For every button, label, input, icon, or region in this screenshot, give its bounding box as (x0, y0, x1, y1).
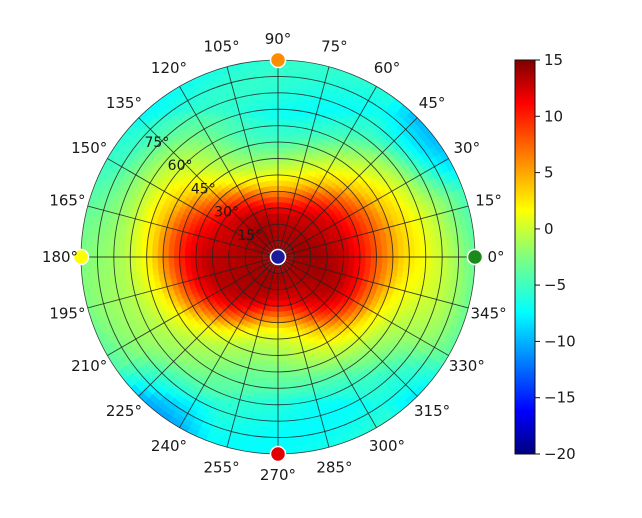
colorbar-tick-label: −5 (544, 276, 566, 294)
angular-tick-label: 285° (316, 459, 352, 477)
center-marker (271, 250, 286, 265)
colorbar: 15 10 5 0 −5 −10 −15 −20 (515, 51, 576, 463)
angular-tick-label: 15° (475, 192, 502, 210)
edge-marker (271, 53, 286, 68)
heatmap-cell (431, 256, 437, 267)
heatmap-cell (458, 256, 464, 268)
angular-tick-label: 60° (374, 59, 401, 77)
angular-tick-label: 240° (151, 437, 187, 455)
angular-tick-label: 255° (204, 459, 240, 477)
angular-tick-label: 345° (471, 304, 507, 322)
angular-tick-label: 120° (151, 59, 187, 77)
radial-tick-label: 45° (191, 181, 216, 197)
radial-tick-label: 15° (237, 228, 262, 244)
angular-tick-label: 90° (265, 30, 292, 48)
angular-tick-label: 150° (71, 139, 107, 157)
angular-tick-label: 165° (49, 192, 85, 210)
colorbar-gradient (515, 60, 535, 454)
angular-tick-label: 225° (106, 402, 142, 420)
radial-tick-label: 75° (144, 135, 169, 151)
angular-tick-label: 330° (449, 357, 485, 375)
angular-tick-label: 135° (106, 94, 142, 112)
heatmap-cell (447, 256, 454, 268)
angular-tick-label: 300° (369, 437, 405, 455)
heatmap-cell (442, 256, 448, 267)
angular-tick-label: 105° (204, 37, 240, 55)
colorbar-tick-label: −20 (544, 445, 576, 463)
angular-tick-label: 315° (414, 402, 450, 420)
angular-tick-label: 195° (49, 304, 85, 322)
radial-tick-label: 60° (168, 158, 193, 174)
angular-tick-label: 30° (454, 139, 481, 157)
edge-marker (271, 447, 286, 462)
angular-tick-label: 210° (71, 357, 107, 375)
angular-tick-label: 75° (321, 37, 348, 55)
colorbar-tick-label: 5 (544, 164, 554, 182)
colorbar-tick-label: 0 (544, 220, 554, 238)
angular-tick-label: 270° (260, 466, 296, 484)
colorbar-tick-label: −10 (544, 332, 576, 350)
angular-tick-label: 45° (419, 94, 446, 112)
colorbar-tick-label: −15 (544, 389, 576, 407)
colorbar-tick-label: 10 (544, 107, 563, 125)
angular-tick-label: 180° (42, 248, 78, 266)
edge-marker (468, 250, 483, 265)
angular-tick-label: 0° (487, 248, 504, 266)
radial-tick-label: 30° (214, 205, 239, 221)
colorbar-tick-label: 15 (544, 51, 563, 69)
